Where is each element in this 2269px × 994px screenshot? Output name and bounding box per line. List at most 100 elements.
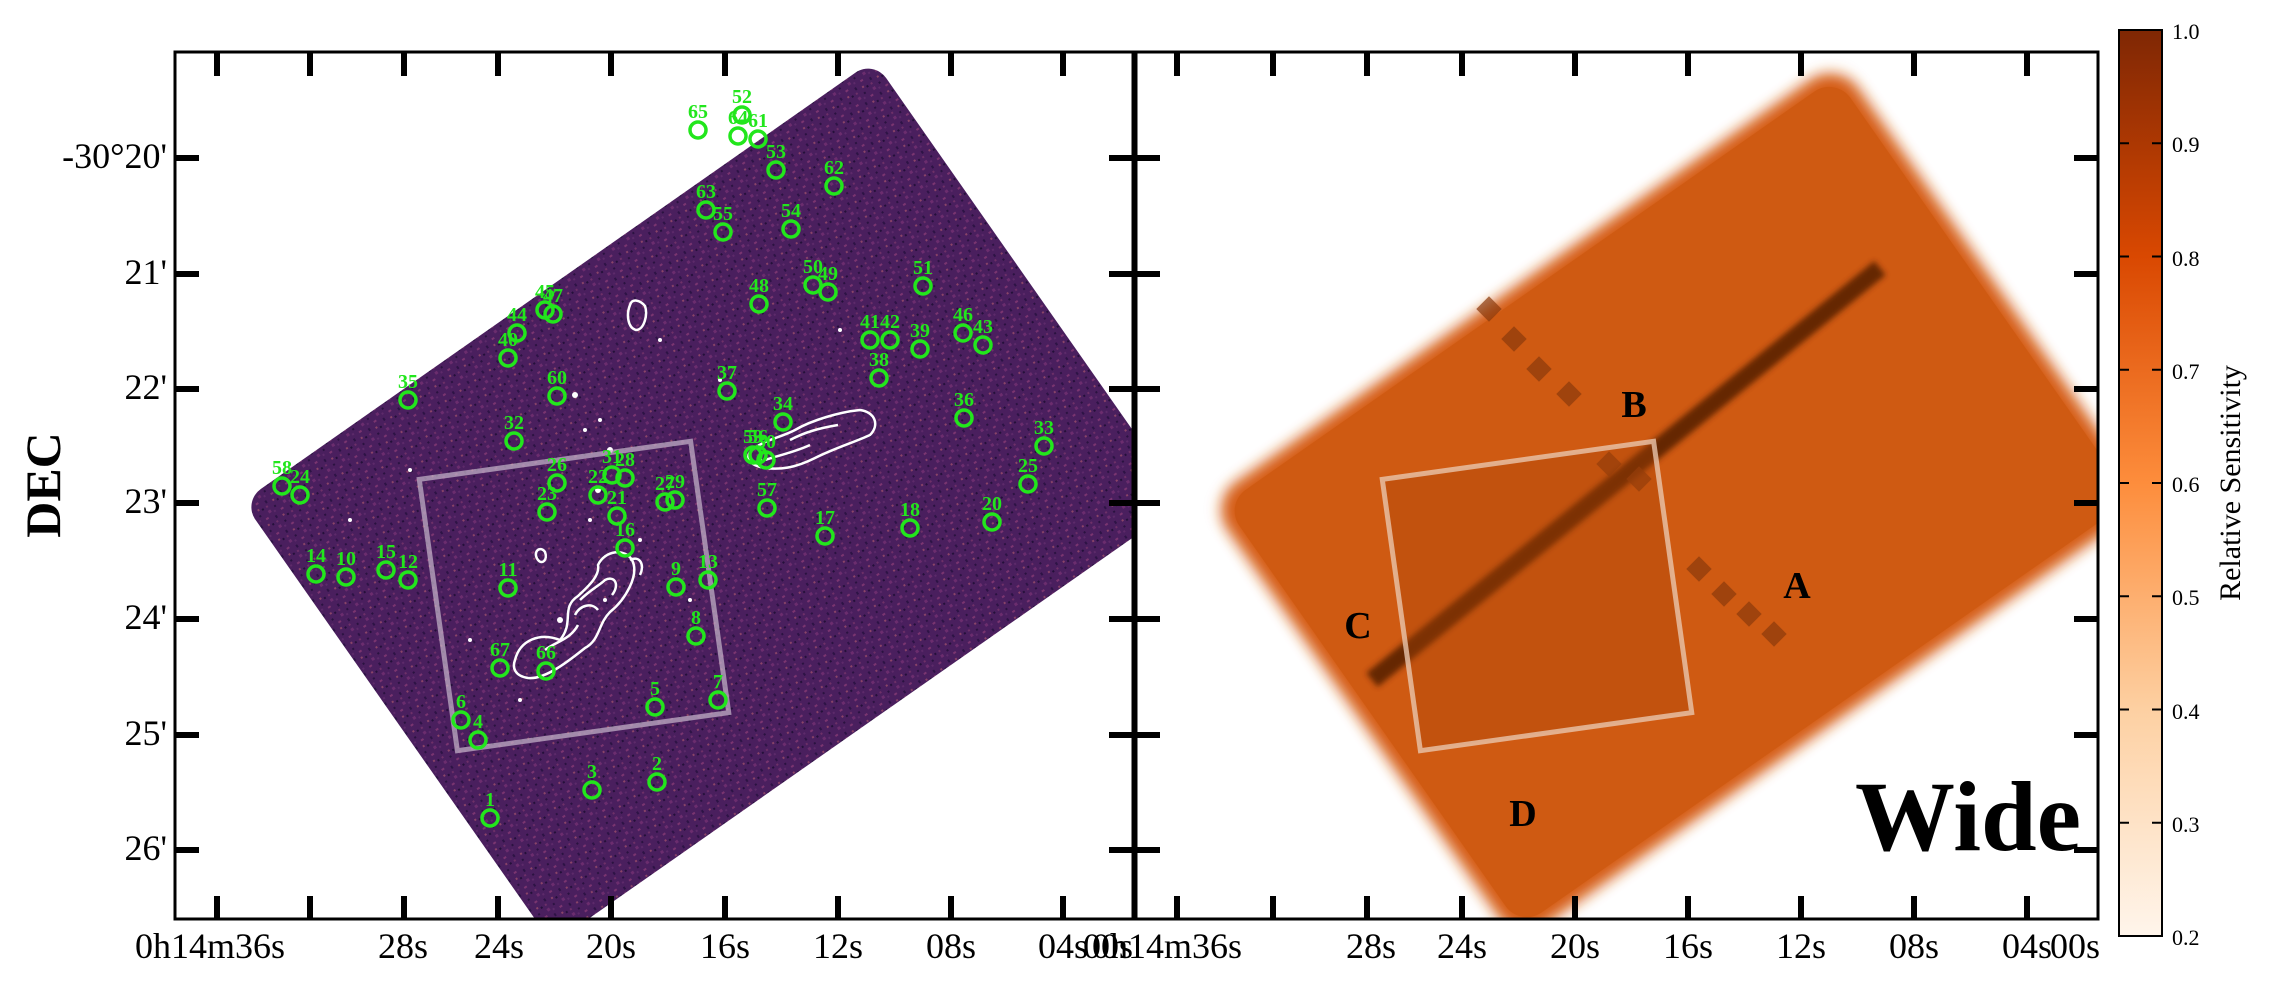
region-label-d: D (1509, 793, 1536, 835)
colorbar-tick-label: 0.3 (2172, 812, 2200, 837)
inner-field (1234, 86, 2098, 918)
source-label: 14 (306, 545, 326, 567)
colorbar-tick-label: 0.9 (2172, 132, 2200, 157)
colorbar-tick-label: 1.0 (2172, 19, 2200, 44)
source-marker (547, 473, 567, 493)
source-label: 34 (773, 393, 793, 415)
ra-tick-label: 20s (586, 926, 636, 966)
source-label: 67 (490, 639, 510, 661)
source-label: 64 (728, 107, 748, 129)
source-marker (504, 431, 524, 451)
source-marker (713, 222, 733, 242)
dec-tick-label: 22' (125, 367, 168, 407)
source-label: 54 (781, 200, 801, 222)
source-marker (954, 408, 974, 428)
source-label: 36 (954, 389, 974, 411)
source-marker (973, 335, 993, 355)
source-label: 9 (671, 558, 681, 580)
source-marker (398, 390, 418, 410)
source-label: 51 (913, 257, 933, 279)
source-label: 52 (732, 86, 752, 108)
source-label: 20 (982, 493, 1002, 515)
source-label: 7 (713, 671, 723, 693)
source-marker (547, 386, 567, 406)
ra-tick-label: 16s (1663, 926, 1713, 966)
source-label: 4 (473, 711, 483, 733)
source-label: 50 (803, 256, 823, 278)
ra-tick-label: 20s (1550, 926, 1600, 966)
source-label: 17 (815, 507, 835, 529)
source-label: 53 (766, 141, 786, 163)
source-label: 18 (900, 499, 920, 521)
source-label: 38 (869, 349, 889, 371)
source-label: 62 (824, 157, 844, 179)
source-marker (728, 126, 748, 146)
dec-tick-label: 21' (125, 252, 168, 292)
ra-tick-label: 08s (926, 926, 976, 966)
source-marker (688, 120, 708, 140)
source-marker (757, 498, 777, 518)
source-marker (336, 567, 356, 587)
source-label: 43 (973, 316, 993, 338)
colorbar-tick-label: 0.4 (2172, 699, 2200, 724)
source-label: 28 (615, 449, 635, 471)
ra-tick-label: 24s (1437, 926, 1487, 966)
source-label: 56 (748, 426, 768, 448)
source-marker (666, 577, 686, 597)
source-marker (732, 105, 752, 125)
source-marker (818, 282, 838, 302)
source-marker (880, 330, 900, 350)
ra-tick-label: 12s (813, 926, 863, 966)
source-marker (290, 485, 310, 505)
colorbar-tick-labels: 1.0 0.9 0.8 0.7 0.6 0.5 0.4 0.3 0.2 (2172, 19, 2200, 950)
source-label: 41 (860, 311, 880, 333)
source-label: 12 (398, 551, 418, 573)
source-marker (781, 219, 801, 239)
source-marker (602, 465, 622, 485)
ra-tick-label: 0h14m36s (1092, 926, 1242, 966)
source-label: 48 (749, 275, 769, 297)
source-marker (480, 808, 500, 828)
ra-tick-label: 0h14m36s (135, 926, 285, 966)
source-label: 23 (537, 483, 557, 505)
ra-tick-label: 28s (378, 926, 428, 966)
source-label: 37 (717, 362, 737, 384)
colorbar-ticks (2119, 29, 2162, 937)
source-label: 49 (818, 263, 838, 285)
dec-axis-labels: -30°20' 21' 22' 23' 24' 25' 26' (62, 136, 167, 868)
source-marker (615, 468, 635, 488)
source-label: 21 (607, 487, 627, 509)
dec-tick-label: -30°20' (62, 136, 167, 176)
source-marker (376, 560, 396, 580)
left-panel-frame (173, 50, 1135, 921)
source-label: 35 (398, 371, 418, 393)
ra-tick-label: 00s (1083, 926, 1133, 966)
source-marker (1034, 436, 1054, 456)
pointing-box-shade (1382, 441, 1692, 751)
right-panel-frame (1134, 50, 2100, 921)
ra-tick-label: 00s (2050, 926, 2100, 966)
dec-tick-label: 26' (125, 828, 168, 868)
source-marker (543, 304, 563, 324)
source-marker (607, 506, 627, 526)
source-label: 57 (757, 479, 777, 501)
ra-axis-labels: 0h14m36s 28s 24s 20s 16s 12s 08s 04s 00s… (135, 926, 2100, 966)
source-label: 66 (536, 642, 556, 664)
source-label: 10 (336, 548, 356, 570)
source-label: 44 (507, 304, 527, 326)
source-marker (647, 772, 667, 792)
source-marker (982, 512, 1002, 532)
source-label: 26 (547, 454, 567, 476)
y-axis-label: DEC (15, 432, 71, 538)
source-marker (900, 518, 920, 538)
colorbar-tick-label: 0.6 (2172, 472, 2200, 497)
source-marker (708, 690, 728, 710)
ra-tick-label: 16s (700, 926, 750, 966)
region-label-b: B (1621, 384, 1646, 426)
source-label: 42 (880, 311, 900, 333)
source-label: 25 (1018, 455, 1038, 477)
pointing-box (1379, 438, 1695, 754)
source-label: 31 (602, 446, 622, 468)
source-marker (645, 697, 665, 717)
